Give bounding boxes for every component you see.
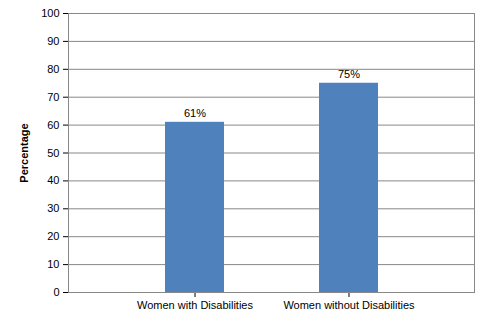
svg-text:61%: 61%: [184, 107, 206, 119]
svg-text:75%: 75%: [338, 68, 360, 80]
svg-text:Women with Disabilities: Women with Disabilities: [137, 299, 253, 311]
svg-text:50: 50: [47, 147, 59, 159]
svg-text:100: 100: [41, 7, 59, 19]
svg-text:80: 80: [47, 63, 59, 75]
svg-text:Percentage: Percentage: [18, 123, 30, 182]
svg-text:30: 30: [47, 202, 59, 214]
svg-text:10: 10: [47, 258, 59, 270]
svg-text:90: 90: [47, 35, 59, 47]
svg-text:Women without Disabilities: Women without Disabilities: [283, 299, 415, 311]
svg-text:20: 20: [47, 230, 59, 242]
svg-text:0: 0: [53, 286, 59, 298]
svg-text:40: 40: [47, 174, 59, 186]
svg-text:60: 60: [47, 119, 59, 131]
svg-text:70: 70: [47, 91, 59, 103]
